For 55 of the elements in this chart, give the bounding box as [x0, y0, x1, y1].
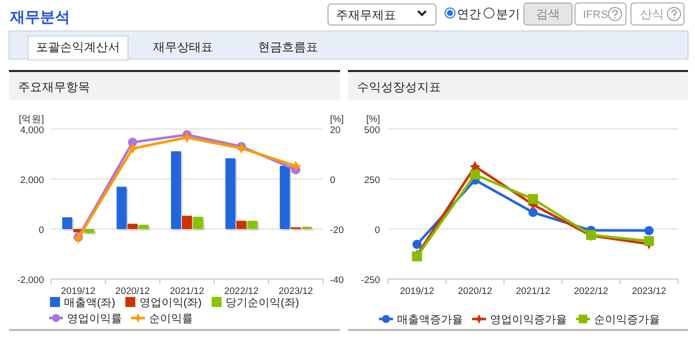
- text: 검색: [536, 7, 560, 21]
- y-axis-title: [%]: [366, 114, 380, 125]
- point: [644, 226, 654, 236]
- point: [412, 240, 422, 250]
- chart-title: 수익성장성지표: [357, 80, 441, 94]
- x-tick-label: 2023/12: [632, 286, 666, 297]
- point: [127, 143, 138, 154]
- y2-tick-label: -20: [330, 225, 344, 236]
- y-tick-label: 0: [374, 225, 380, 236]
- y-tick-label: -250: [360, 275, 380, 286]
- y-tick-label: -2,000: [17, 275, 44, 286]
- point: [182, 132, 192, 143]
- text: 재무상태표: [153, 40, 213, 54]
- point: [528, 208, 538, 218]
- point: [470, 170, 480, 180]
- x-tick-label: 2019/12: [61, 286, 96, 297]
- text: 주재무제표: [336, 8, 396, 22]
- y-tick-label: 2,000: [20, 175, 44, 186]
- y-tick-label: 500: [364, 125, 380, 136]
- legend-label: 매출액증가율: [397, 314, 463, 326]
- x-tick-label: 2022/12: [574, 286, 608, 297]
- x-tick-label: 2021/12: [516, 286, 550, 297]
- y-tick-label: 4,000: [20, 125, 44, 136]
- y2-tick-label: 20: [330, 125, 341, 136]
- text: 산식: [640, 7, 664, 21]
- y2-axis-title: [%]: [330, 114, 344, 125]
- x-tick-label: 2020/12: [115, 286, 150, 297]
- text: 연간: [457, 7, 481, 21]
- point: [290, 160, 302, 172]
- legend-label: 영업이익률: [67, 313, 122, 325]
- legend-label: 순이익증가율: [594, 314, 660, 326]
- legend-label: 당기순이익(좌): [226, 297, 299, 309]
- x-tick-label: 2019/12: [400, 286, 434, 297]
- text: 분기: [496, 7, 520, 21]
- x-tick-label: 2020/12: [458, 286, 492, 297]
- text: IFRS: [583, 9, 608, 21]
- legend-label: 영업이익증가율: [490, 314, 567, 326]
- point: [236, 142, 247, 154]
- x-tick-label: 2023/12: [278, 286, 313, 297]
- y-tick-label: 0: [38, 225, 44, 236]
- x-tick-label: 2021/12: [170, 286, 204, 297]
- legend-label: 영업이익(좌): [139, 297, 202, 309]
- text: 현금흐름표: [258, 40, 318, 54]
- y2-tick-label: -40: [330, 275, 344, 286]
- point: [528, 194, 538, 204]
- x-tick-label: 2022/12: [224, 286, 259, 297]
- point: [644, 236, 654, 246]
- legend-label: 매출액(좌): [64, 297, 116, 309]
- y-axis-title: [억원]: [18, 114, 44, 125]
- text: 포괄손익계산서: [36, 40, 120, 54]
- y2-tick-label: 0: [330, 175, 336, 186]
- chart-title: 주요재무항목: [18, 80, 90, 94]
- y-tick-label: 250: [364, 175, 380, 186]
- text: 재무분석: [9, 9, 70, 26]
- legend-label: 순이익률: [149, 313, 193, 325]
